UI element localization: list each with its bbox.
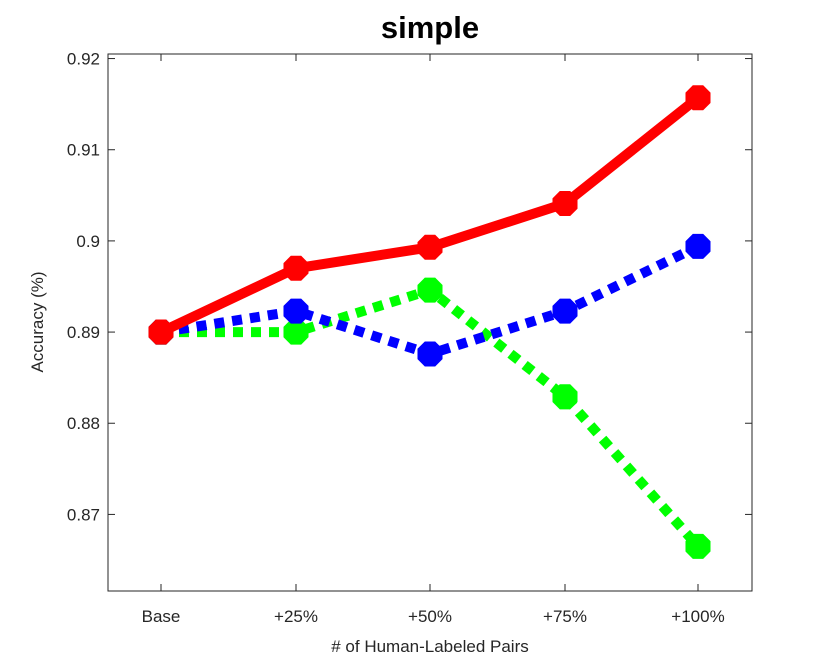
x-tick-label: +75% xyxy=(543,607,587,626)
y-tick-label: 0.92 xyxy=(67,50,100,69)
y-tick-label: 0.87 xyxy=(67,505,100,524)
data-point xyxy=(148,319,174,345)
y-tick-label: 0.89 xyxy=(67,323,100,342)
x-tick-label: +50% xyxy=(408,607,452,626)
data-point xyxy=(283,255,309,281)
data-point xyxy=(685,233,711,259)
y-tick-label: 0.91 xyxy=(67,141,100,160)
data-point xyxy=(283,319,309,345)
data-point xyxy=(417,341,443,367)
x-axis: Base +25% +50% +75% +100% xyxy=(142,54,725,626)
data-point xyxy=(552,384,578,410)
y-axis: 0.87 0.88 0.89 0.9 0.91 0.92 xyxy=(67,50,752,524)
x-tick-label: +100% xyxy=(671,607,724,626)
data-point xyxy=(685,85,711,111)
data-point xyxy=(417,234,443,260)
series-layer xyxy=(148,85,711,559)
x-axis-label: # of Human-Labeled Pairs xyxy=(331,637,529,656)
y-tick-label: 0.88 xyxy=(67,414,100,433)
x-tick-label: Base xyxy=(142,607,181,626)
data-point xyxy=(552,191,578,217)
y-axis-label: Accuracy (%) xyxy=(28,271,47,372)
chart-title: simple xyxy=(381,10,479,45)
data-point xyxy=(552,298,578,324)
data-point xyxy=(283,298,309,324)
x-tick-label: +25% xyxy=(274,607,318,626)
data-point xyxy=(685,533,711,559)
data-point xyxy=(417,277,443,303)
y-tick-label: 0.9 xyxy=(76,232,100,251)
